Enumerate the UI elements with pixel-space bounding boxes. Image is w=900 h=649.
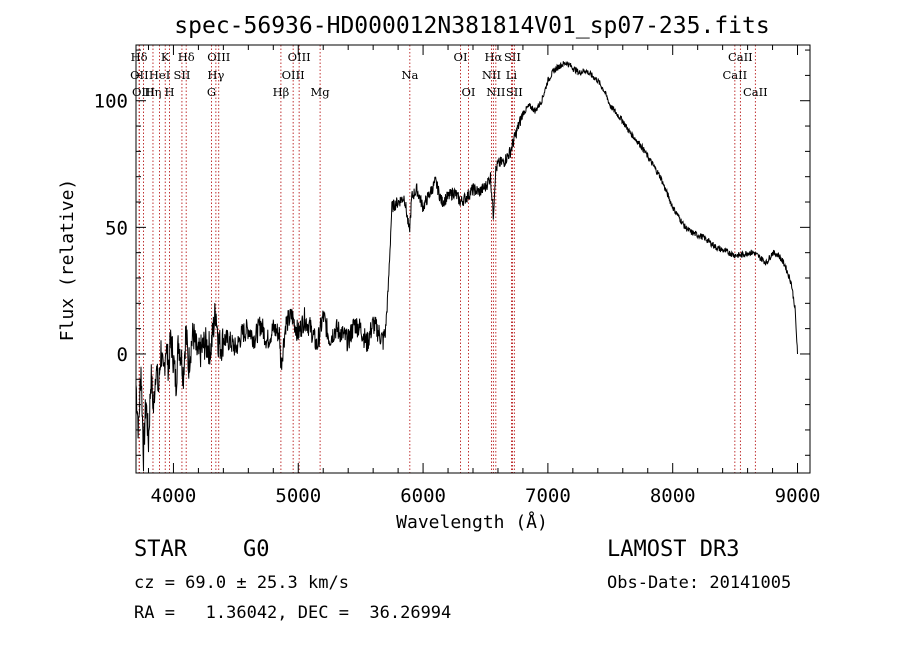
spectrum-line	[135, 61, 798, 472]
series-layer	[135, 61, 798, 472]
marker-label: Hδ	[178, 50, 195, 64]
x-tick-label: 5000	[275, 485, 321, 507]
marker-label: OIII	[282, 68, 305, 82]
marker-label: Li	[506, 68, 518, 82]
marker-label: SII	[173, 68, 190, 82]
marker-label: Hγ	[207, 68, 224, 82]
x-tick-label: 6000	[400, 485, 446, 507]
object-class: STAR	[134, 537, 187, 562]
marker-label: H	[165, 85, 175, 99]
marker-label: NII	[486, 85, 505, 99]
y-tick-label: 100	[94, 91, 128, 113]
marker-label: CaII	[728, 50, 753, 64]
marker-label: Na	[401, 68, 418, 82]
obs-date: Obs-Date: 20141005	[607, 573, 792, 593]
marker-label: OIII	[288, 50, 311, 64]
plot-frame	[135, 44, 811, 474]
x-axis: 4000 5000 6000 7000 8000 9000	[147, 45, 821, 507]
y-tick-label: 50	[105, 217, 128, 239]
marker-label: OI	[454, 50, 468, 64]
x-tick-label: 9000	[775, 485, 821, 507]
marker-label: G	[207, 85, 216, 99]
marker-label: SII	[506, 85, 523, 99]
coordinates: RA = 1.36042, DEC = 36.26994	[134, 603, 452, 623]
survey-name: LAMOST DR3	[607, 537, 740, 562]
marker-label: Mg	[311, 85, 331, 99]
marker-label: Hη	[145, 85, 162, 99]
marker-label: NII	[482, 68, 501, 82]
marker-label: Hα	[484, 50, 502, 64]
redshift-text: cz = 69.0 ± 25.3 km/s	[134, 573, 349, 593]
marker-label: OIII	[132, 85, 155, 99]
y-tick-label: 0	[117, 344, 128, 366]
marker-label: HeI	[149, 68, 170, 82]
marker-label: OI	[462, 85, 476, 99]
marker-label: CaII	[743, 85, 768, 99]
marker-label: SII	[504, 50, 521, 64]
marker-label: K	[161, 50, 170, 64]
x-tick-label: 8000	[650, 485, 696, 507]
object-subclass: G0	[243, 537, 270, 562]
y-axis-title: Flux (relative)	[57, 179, 78, 342]
marker-label: Hβ	[273, 85, 290, 99]
x-axis-title: Wavelength (Å)	[396, 511, 548, 533]
x-tick-label: 7000	[525, 485, 571, 507]
marker-label: CaII	[722, 68, 747, 82]
x-tick-label: 4000	[151, 485, 197, 507]
chart-title: spec-56936-HD000012N381814V01_sp07-235.f…	[174, 13, 769, 39]
marker-label: OIII	[207, 50, 230, 64]
y-axis: 0 50 100	[94, 49, 810, 456]
